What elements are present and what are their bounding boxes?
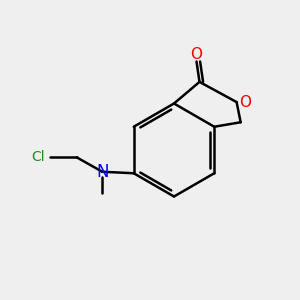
Text: O: O <box>190 47 202 62</box>
Text: Cl: Cl <box>31 150 44 164</box>
Text: O: O <box>239 94 251 110</box>
Text: N: N <box>96 163 109 181</box>
